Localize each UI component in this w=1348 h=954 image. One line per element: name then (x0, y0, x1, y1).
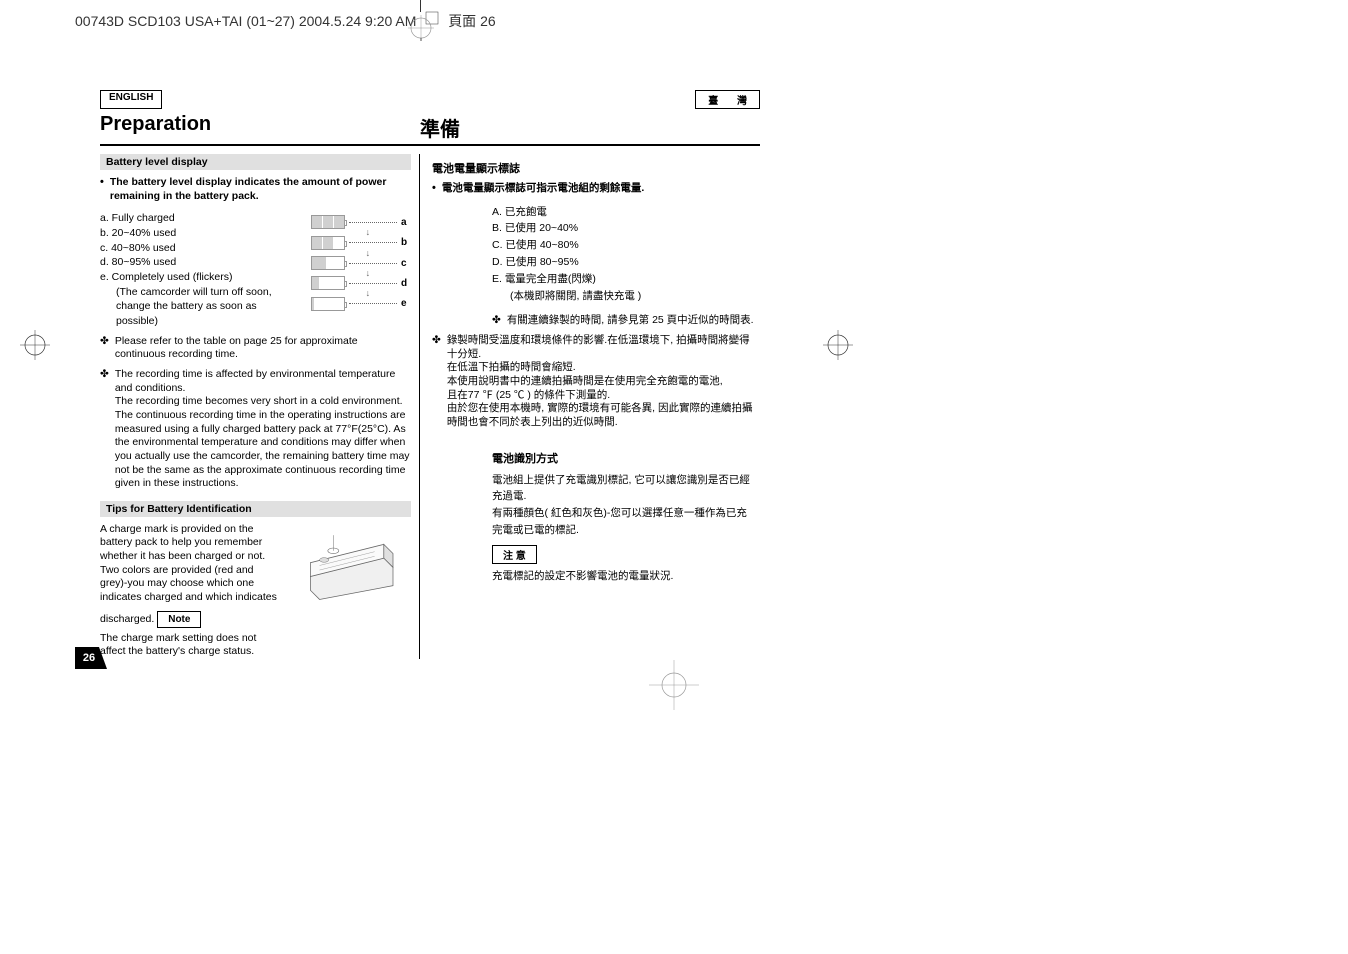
plus-icon: ✤ (492, 314, 501, 328)
tips-section: Tips for Battery Identification A charge… (100, 501, 411, 659)
battery-row-e: e (311, 297, 411, 311)
level-a: a. Fully charged (100, 211, 301, 226)
level-c: c. 40~80% used (100, 241, 301, 256)
tc-level-e: E. 電量完全用盡(閃爍) (492, 271, 754, 288)
crop-filename: 00743D SCD103 USA+TAI (01~27) 2004.5.24 … (75, 13, 416, 29)
level-b: b. 20~40% used (100, 226, 301, 241)
tc-plus2-l3: 本使用說明書中的連續拍攝時間是在使用完全充飽電的電池, (447, 375, 754, 389)
battery-level-list: a. Fully charged b. 20~40% used c. 40~80… (100, 211, 301, 329)
tc-plus-2: ✤ 錄製時間受溫度和環境條件的影響.在低溫環境下, 拍攝時間將變得十分短. 在低… (432, 334, 754, 429)
plus2-body: The recording time becomes very short in… (115, 395, 410, 489)
level-e-sub2: change the battery as soon as possible) (100, 299, 301, 328)
tips-body-text: A charge mark is provided on the battery… (100, 523, 277, 625)
tc-plus2-l2: 在低溫下拍攝的時間會縮短. (447, 361, 754, 375)
plus-icon: ✤ (100, 368, 109, 491)
two-column-layout: Battery level display • The battery leve… (100, 154, 760, 659)
plus1-text: Please refer to the table on page 25 for… (115, 335, 411, 362)
battery-icon-b (311, 236, 345, 250)
battery-icon-e (311, 297, 345, 311)
note-text: The charge mark setting does not affect … (100, 632, 284, 659)
label-e: e (401, 298, 411, 309)
note-box: Note (157, 611, 201, 628)
dots (349, 222, 397, 223)
battery-pack-illustration (292, 523, 411, 603)
tc-plus2-l5: 由於您在使用本機時, 實際的環境有可能各異, 因此實際的連續拍攝時間也會不同於表… (447, 402, 754, 429)
lang-taiwan-box: 臺 灣 (695, 90, 760, 109)
battery-row-a: a (311, 215, 411, 229)
battery-icon-d (311, 276, 345, 290)
crop-page-word: 頁面 (448, 13, 476, 29)
tc-level-e-sub: (本機即將關閉, 請盡快充電 ) (492, 288, 754, 305)
plus-note-2: ✤ The recording time is affected by envi… (100, 368, 411, 491)
registration-mark-right (823, 330, 853, 360)
plus-icon: ✤ (432, 334, 441, 429)
dots (349, 263, 397, 264)
label-d: d (401, 278, 411, 289)
battery-display-header: Battery level display (100, 154, 411, 170)
crop-circle-top (408, 15, 434, 41)
label-b: b (401, 237, 411, 248)
battery-levels-section: a. Fully charged b. 20~40% used c. 40~80… (100, 211, 411, 329)
dots (349, 242, 397, 243)
registration-mark-left (20, 330, 50, 360)
tips-body: A charge mark is provided on the battery… (100, 523, 411, 659)
battery-row-b: b (311, 236, 411, 250)
crop-page-num: 26 (480, 13, 496, 29)
plus2-text: The recording time is affected by enviro… (115, 368, 396, 394)
level-d: d. 80~95% used (100, 255, 301, 270)
crop-marks-header: 00743D SCD103 USA+TAI (01~27) 2004.5.24 … (0, 0, 1348, 40)
label-c: c (401, 258, 411, 269)
tc-tips-body2: 有兩種顏色( 紅色和灰色)-您可以選擇任意一種作為已充完電或已電的標記. (492, 505, 754, 539)
tc-level-b: B. 已使用 20~40% (492, 220, 754, 237)
battery-row-c: c (311, 256, 411, 270)
title-row: Preparation 準備 (100, 113, 760, 146)
tips-text: A charge mark is provided on the battery… (100, 523, 284, 659)
crop-mark-center (649, 660, 699, 713)
tc-plus1-text: 有關連續錄製的時間, 請參見第 25 頁中近似的時間表. (507, 314, 754, 328)
language-header-row: ENGLISH 臺 灣 (100, 90, 760, 109)
plus-icon: ✤ (100, 335, 109, 362)
battery-diagram: a ↓ b ↓ c ↓ (311, 211, 411, 329)
crop-tick (420, 0, 421, 12)
level-e-sub1: (The camcorder will turn off soon, (100, 285, 301, 300)
battery-row-d: d (311, 276, 411, 290)
tc-level-d: D. 已使用 80~95% (492, 254, 754, 271)
chinese-column: 電池電量顯示標誌 • 電池電量顯示標誌可指示電池組的剩餘電量. A. 已充飽電 … (424, 154, 754, 659)
label-a: a (401, 217, 411, 228)
plus-note-1: ✤ Please refer to the table on page 25 f… (100, 335, 411, 362)
intro-bullet: • The battery level display indicates th… (100, 176, 411, 203)
tc-tips-header: 電池識別方式 (492, 450, 754, 466)
level-e: e. Completely used (flickers) (100, 270, 301, 285)
title-english: Preparation (100, 113, 420, 142)
tc-plus2-text: 錄製時間受溫度和環境條件的影響.在低溫環境下, 拍攝時間將變得十分短. (447, 334, 754, 361)
tc-level-c: C. 已使用 40~80% (492, 237, 754, 254)
tc-levels-list: A. 已充飽電 B. 已使用 20~40% C. 已使用 40~80% D. 已… (432, 204, 754, 328)
english-column: Battery level display • The battery leve… (100, 154, 420, 659)
bullet-mark: • (432, 182, 436, 196)
dots (349, 283, 397, 284)
tc-note-text: 充電標記的設定不影響電池的電量狀況. (492, 568, 754, 585)
page-content: ENGLISH 臺 灣 Preparation 準備 Battery level… (100, 90, 760, 659)
tc-note-box: 注 意 (492, 545, 537, 564)
tc-plus2-l4: 且在77 ℉ (25 ℃ ) 的條件下測量的. (447, 389, 754, 403)
tc-tips-section: 電池識別方式 電池組上提供了充電識別標記, 它可以讓您識別是否已經充過電. 有兩… (432, 450, 754, 585)
title-chinese: 準備 (420, 113, 460, 142)
tc-level-a: A. 已充飽電 (492, 204, 754, 221)
battery-icon-a (311, 215, 345, 229)
tips-header: Tips for Battery Identification (100, 501, 411, 517)
dots (349, 303, 397, 304)
tc-intro-bullet: • 電池電量顯示標誌可指示電池組的剩餘電量. (432, 182, 754, 196)
tc-battery-header: 電池電量顯示標誌 (432, 160, 754, 176)
tc-tips-body1: 電池組上提供了充電識別標記, 它可以讓您識別是否已經充過電. (492, 472, 754, 506)
intro-text: The battery level display indicates the … (110, 176, 411, 203)
lang-english-box: ENGLISH (100, 90, 162, 109)
tc-plus-1: ✤ 有關連續錄製的時間, 請參見第 25 頁中近似的時間表. (492, 314, 754, 328)
tc-intro-text: 電池電量顯示標誌可指示電池組的剩餘電量. (442, 182, 644, 196)
bullet-mark: • (100, 176, 104, 203)
battery-icon-c (311, 256, 345, 270)
